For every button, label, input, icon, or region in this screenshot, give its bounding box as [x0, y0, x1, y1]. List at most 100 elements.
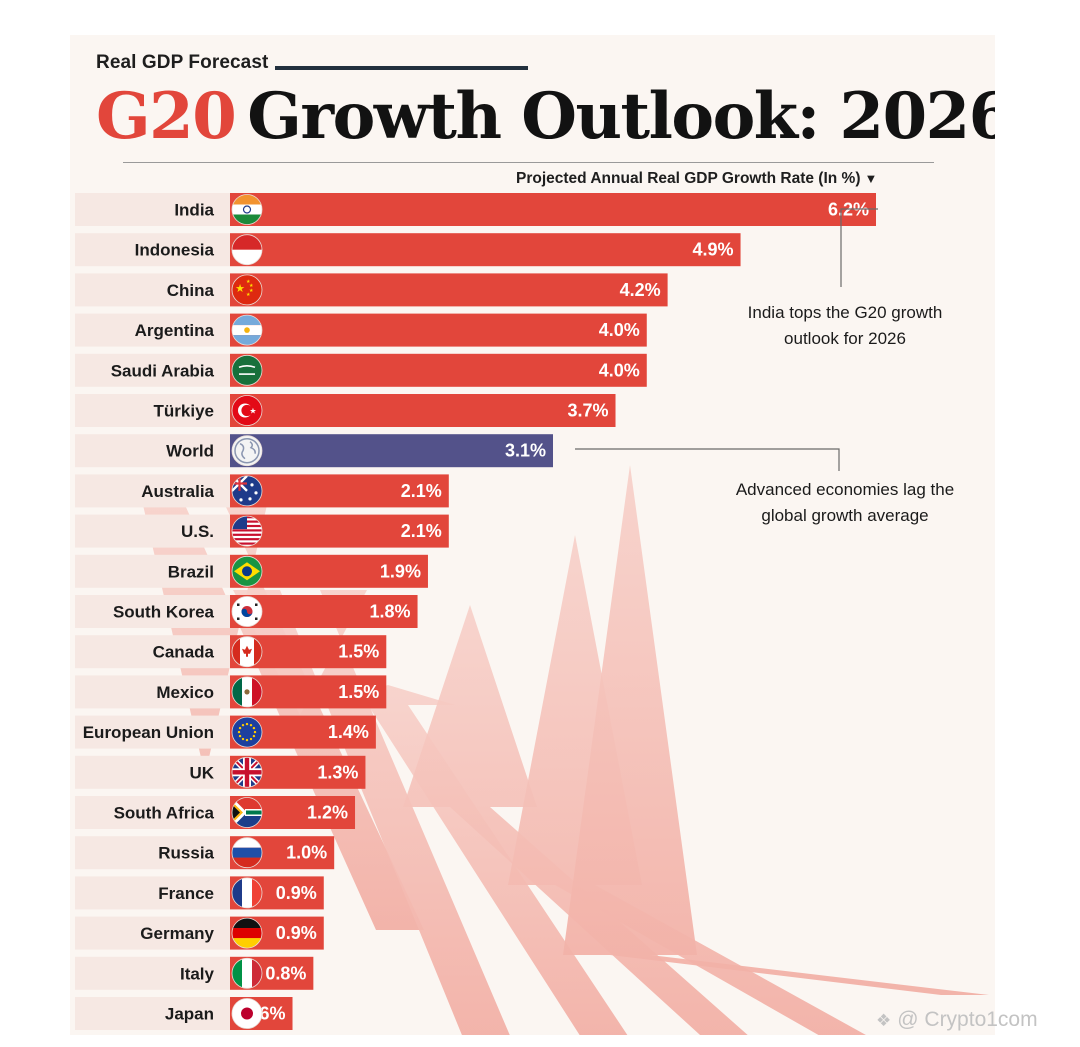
value-label: 1.2% — [307, 803, 348, 823]
value-label: 4.9% — [693, 240, 734, 260]
category-label: India — [174, 201, 214, 220]
background-arrow — [403, 605, 748, 1035]
value-label: 4.2% — [620, 280, 661, 300]
bar-row-south-korea: South Korea 1.8% — [75, 595, 418, 628]
label-cell — [75, 876, 230, 910]
watermark-text: @ Crypto1com — [897, 1008, 1038, 1031]
value-label: 4.0% — [599, 360, 640, 380]
label-cell — [75, 595, 230, 628]
bar — [230, 313, 647, 347]
flag-france-icon — [231, 877, 263, 909]
bar — [230, 434, 553, 468]
category-label: U.S. — [181, 522, 214, 541]
label-cell — [75, 514, 230, 548]
value-label: 1.5% — [338, 682, 379, 702]
svg-text:★: ★ — [235, 283, 245, 295]
category-label: Australia — [141, 482, 214, 501]
diamond-logo-icon: ❖ — [876, 1011, 892, 1030]
bar — [230, 273, 668, 307]
label-cell — [75, 233, 230, 267]
bar — [230, 353, 647, 387]
category-label: South Africa — [114, 804, 215, 823]
bar — [230, 474, 449, 508]
bar — [230, 394, 616, 427]
india-leader-line — [840, 208, 878, 287]
flag-turkiye-icon: ★ — [231, 395, 263, 426]
label-cell — [75, 193, 230, 226]
category-label: Brazil — [168, 562, 214, 581]
category-label: Canada — [153, 643, 215, 662]
category-label: Japan — [165, 1005, 214, 1024]
bar-row-world: World 3.1% — [75, 434, 553, 468]
chart-rows: India 6.2%Indonesia 4.9%China 4.2%★★★★★Arge… — [75, 193, 876, 1030]
category-label: Saudi Arabia — [111, 361, 215, 380]
label-cell — [75, 394, 230, 427]
value-label: 0.8% — [265, 963, 306, 983]
label-cell — [75, 956, 230, 990]
bar-row-china: China 4.2%★★★★★ — [75, 273, 668, 307]
flag-italy-icon — [231, 957, 263, 989]
bar-row-european-union: European Union 1.4% — [75, 715, 376, 749]
value-label: 1.5% — [338, 642, 379, 662]
background-arrow — [321, 685, 628, 1035]
flag-japan-icon — [231, 998, 263, 1029]
value-label: 1.9% — [380, 561, 421, 581]
svg-text:★: ★ — [249, 407, 256, 416]
category-label: China — [167, 281, 215, 300]
world-leader-line — [575, 448, 840, 471]
value-label: 0.9% — [276, 923, 317, 943]
value-label: 2.1% — [401, 521, 442, 541]
label-cell — [75, 434, 230, 468]
category-label: Indonesia — [135, 241, 215, 260]
title-rule — [123, 162, 934, 163]
value-label: 4.0% — [599, 320, 640, 340]
kicker-rule — [275, 66, 528, 70]
bar-row-indonesia: Indonesia 4.9% — [75, 233, 741, 267]
svg-text:★: ★ — [246, 292, 251, 298]
background-arrow — [508, 535, 866, 1035]
label-cell — [75, 916, 230, 950]
label-cell — [75, 755, 230, 789]
annotation-india: India tops the G20 growth outlook for 20… — [747, 303, 943, 348]
label-cell — [75, 474, 230, 508]
flag-australia-icon — [231, 475, 263, 507]
bar-row-australia: Australia 2.1% — [75, 474, 449, 508]
label-cell — [75, 353, 230, 387]
label-cell — [75, 997, 230, 1030]
category-label: Mexico — [156, 683, 214, 702]
bar-row-india: India 6.2% — [75, 193, 876, 226]
category-label: Argentina — [135, 321, 215, 340]
bar-row-russia: Russia 1.0% — [75, 836, 335, 870]
flag-argentina-icon — [231, 314, 263, 346]
bar-row-italy: Italy 0.8% — [75, 956, 314, 990]
bar-row-germany: Germany 0.9% — [75, 916, 324, 950]
category-label: France — [158, 884, 214, 903]
flag-us-icon — [231, 515, 263, 547]
category-label: UK — [189, 763, 214, 782]
flag-south-africa-icon — [231, 797, 263, 828]
svg-text:★: ★ — [246, 279, 251, 285]
category-label: European Union — [83, 723, 214, 742]
flag-south-korea-icon — [231, 596, 263, 627]
flag-uk-icon — [231, 756, 263, 788]
bar-row-brazil: Brazil 1.9% — [75, 554, 428, 588]
category-label: Germany — [140, 924, 214, 943]
flag-mexico-icon — [231, 676, 263, 708]
bar-row-u-s: U.S. 2.1% — [75, 514, 449, 548]
bar-row-t-rkiye: Türkiye 3.7% ★ — [75, 394, 616, 427]
category-label: Russia — [158, 844, 214, 863]
value-label: 1.8% — [370, 602, 411, 622]
flag-india-icon — [231, 194, 263, 225]
svg-text:★: ★ — [249, 288, 254, 294]
value-label: 1.0% — [286, 843, 327, 863]
axis-label-text: Projected Annual Real GDP Growth Rate (I… — [516, 170, 861, 187]
category-label: Italy — [180, 964, 215, 983]
label-cell — [75, 554, 230, 588]
label-cell — [75, 715, 230, 749]
bar-row-south-africa: South Africa 1.2% — [75, 796, 356, 829]
axis-label: Projected Annual Real GDP Growth Rate (I… — [516, 170, 877, 188]
label-cell — [75, 675, 230, 709]
bar-chart: India 6.2%Indonesia 4.9%China 4.2%★★★★★Arge… — [75, 193, 989, 1035]
annotation-leader-lines — [575, 208, 878, 471]
flag-brazil-icon — [231, 555, 263, 587]
